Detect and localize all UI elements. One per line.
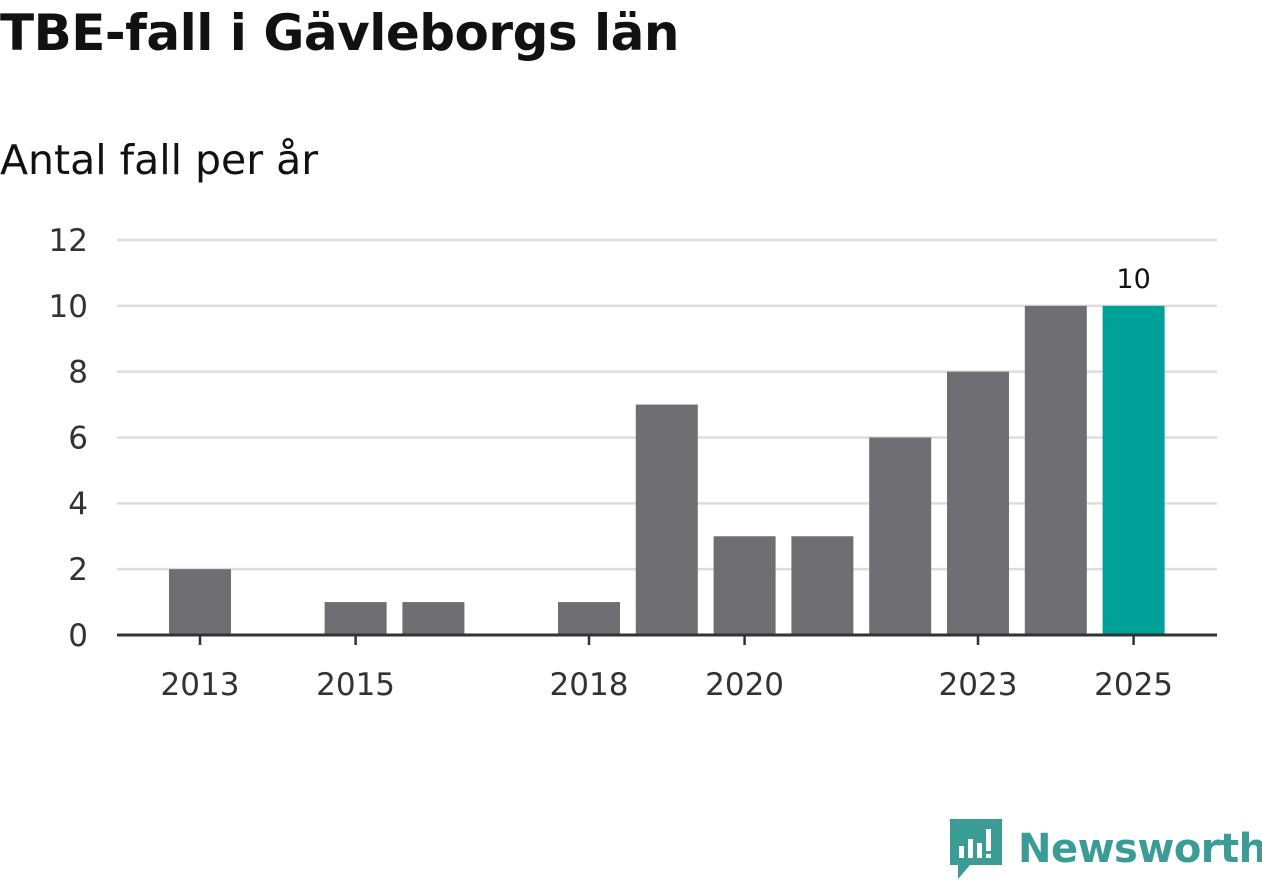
chart-subtitle: Antal fall per år: [0, 136, 319, 184]
bar-2018: [558, 602, 620, 635]
x-tick-label-2020: 2020: [705, 667, 784, 703]
x-tick-label-2015: 2015: [316, 667, 395, 703]
y-tick-label-2: 2: [68, 552, 88, 588]
axes: [117, 633, 1217, 645]
y-tick-label-6: 6: [68, 421, 88, 457]
x-tick-label-2023: 2023: [939, 667, 1018, 703]
y-tick-label-12: 12: [49, 223, 88, 259]
x-tick-label-2018: 2018: [550, 667, 629, 703]
newsworthy-logo: Newsworthy: [950, 818, 1262, 880]
data-label-2025: 10: [1116, 264, 1150, 295]
bar-2023: [947, 371, 1009, 635]
x-tick-label-2013: 2013: [161, 667, 240, 703]
bar-2024: [1024, 305, 1087, 635]
bar-2013: [169, 569, 231, 635]
newsworthy-logo-text: Newsworthy: [1018, 826, 1262, 872]
labels: 0 2 4 6 8 10 12 2013 2015 2018 2020 2023 2025 10: [49, 223, 1174, 703]
bar-2020: [713, 536, 776, 635]
chart-title: TBE-fall i Gävleborgs län: [0, 4, 680, 62]
bar-2022: [869, 437, 932, 635]
bar-2021: [791, 536, 854, 635]
y-tick-label-0: 0: [68, 618, 88, 654]
bars: [169, 305, 1165, 635]
bar-2019: [635, 404, 698, 635]
bar-2016: [402, 602, 465, 635]
y-tick-label-4: 4: [68, 486, 88, 522]
newsworthy-logo-icon: [950, 819, 1002, 879]
y-tick-label-10: 10: [49, 289, 88, 325]
x-tick-label-2025: 2025: [1094, 667, 1173, 703]
y-tick-label-8: 8: [68, 355, 88, 391]
bar-2025: [1102, 305, 1165, 635]
bar-2015: [324, 602, 387, 635]
